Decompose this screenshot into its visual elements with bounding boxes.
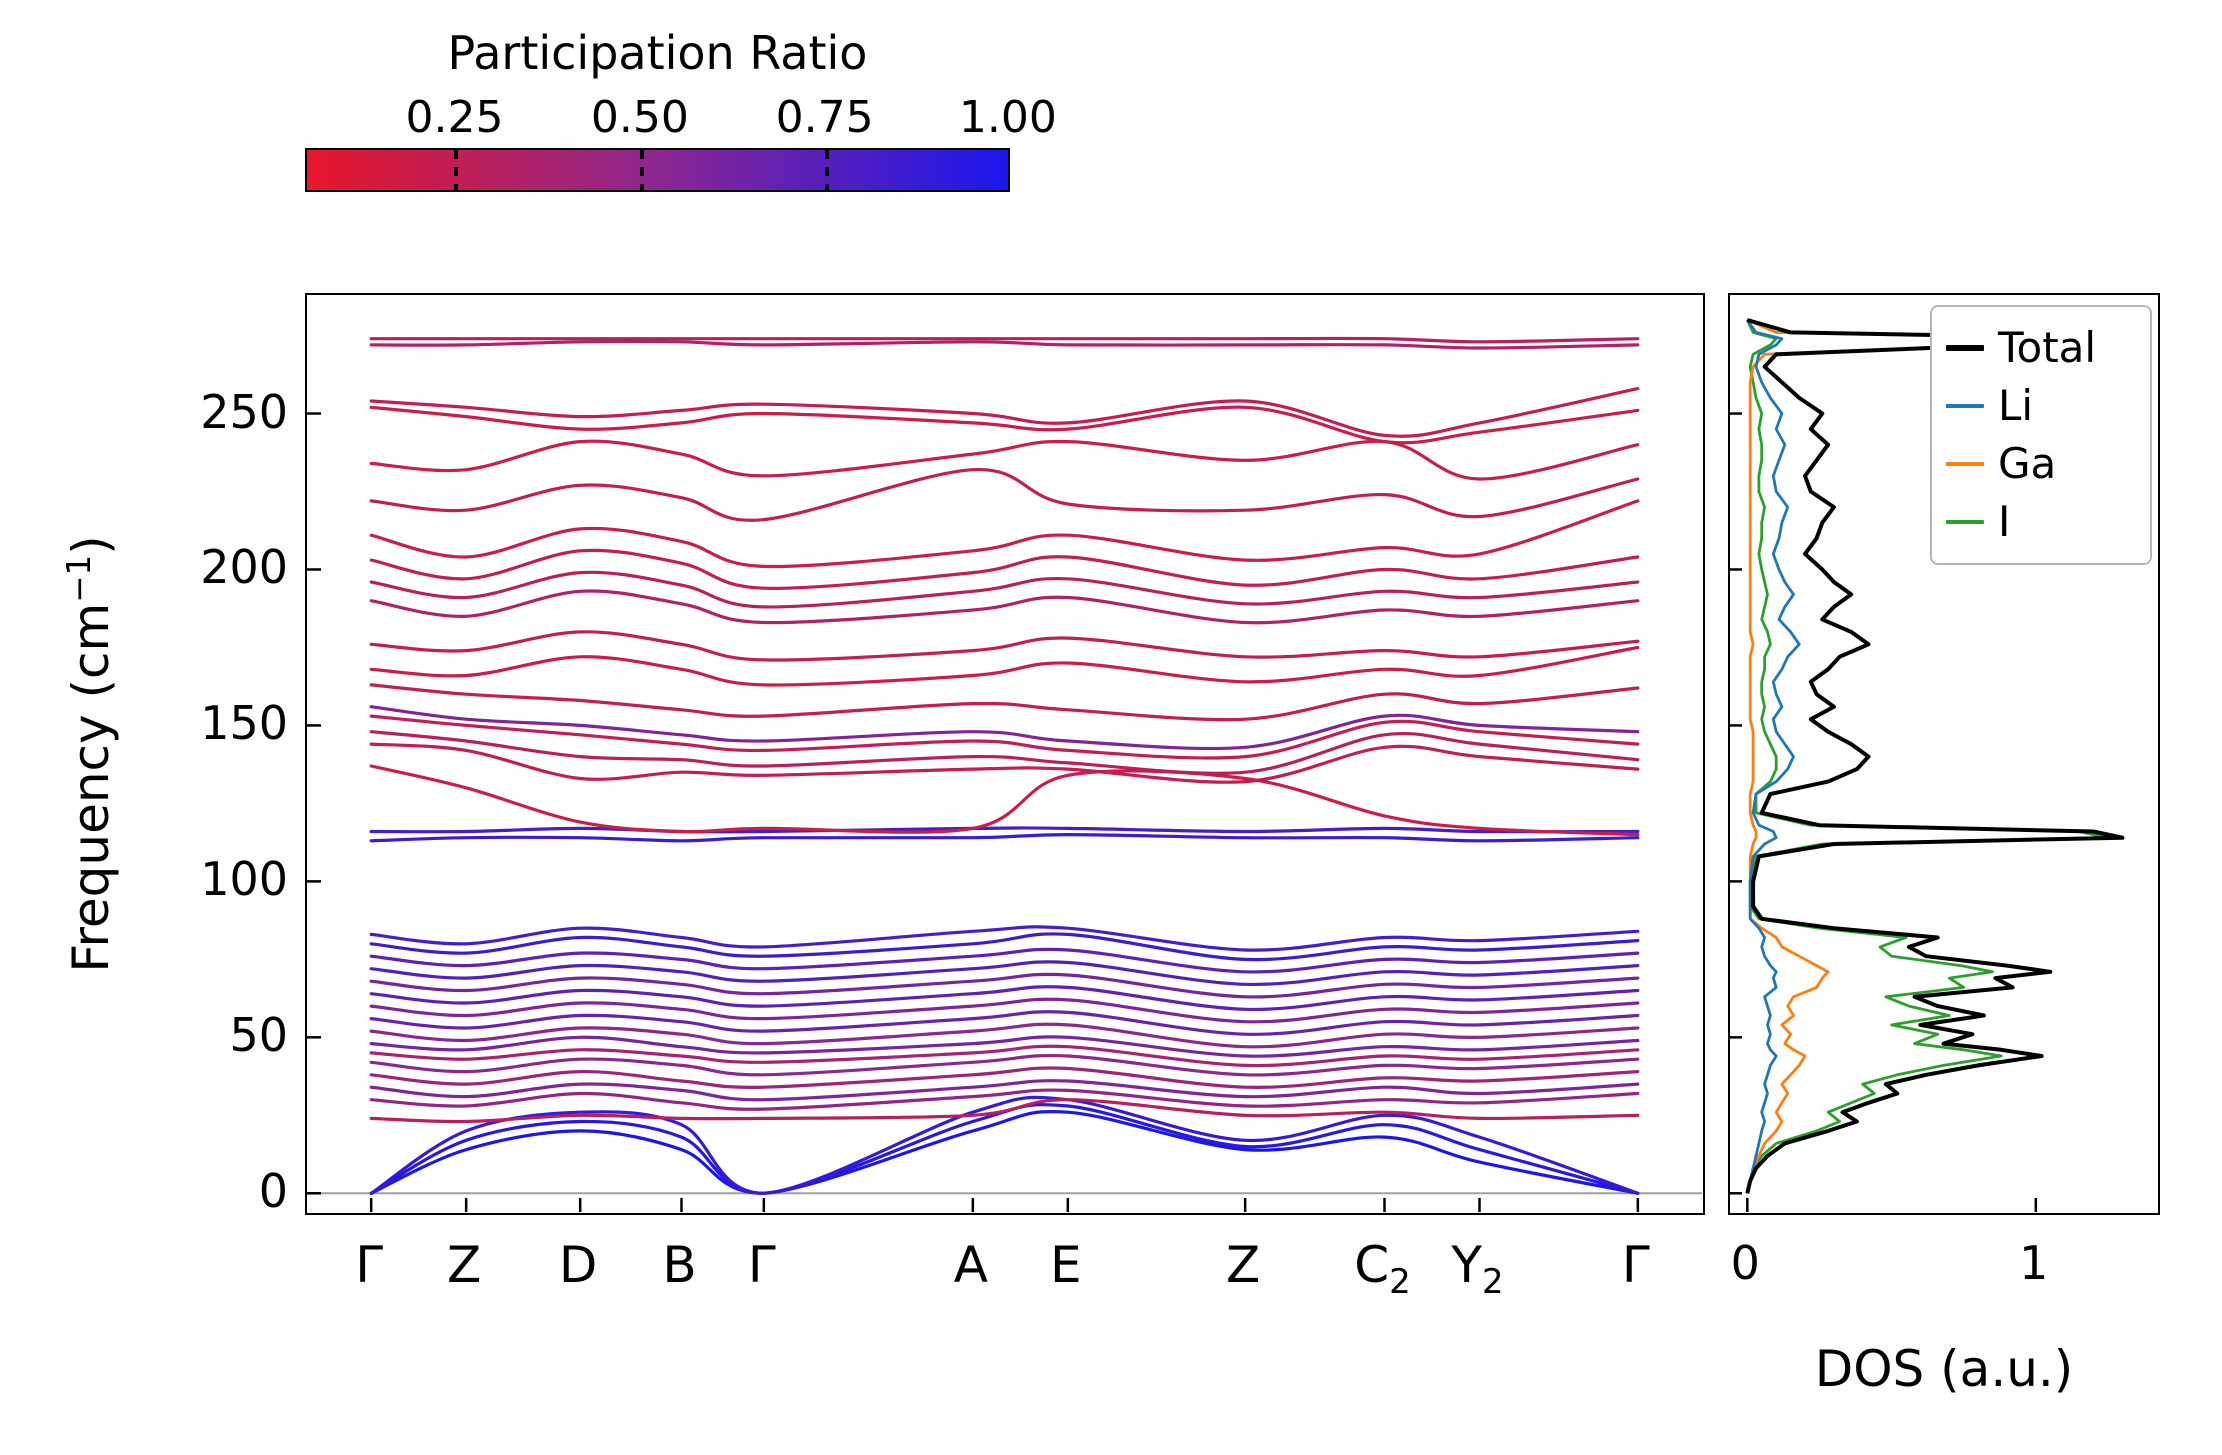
legend-sample-line: [1946, 345, 1984, 351]
dos-plot: [1730, 318, 2139, 1212]
legend-label: Ga: [1998, 439, 2057, 488]
kpoint-tick-label: Γ: [1621, 1236, 1650, 1294]
dos-x-tick-label: 1: [2019, 1236, 2049, 1290]
dos-curve-i: [1745, 319, 2110, 1194]
phonon-band: [369, 439, 1640, 481]
phonon-band: [369, 1110, 1640, 1195]
phonon-band: [369, 960, 1640, 987]
phonon-band: [369, 1066, 1640, 1089]
y-tick-label: 200: [200, 540, 288, 595]
phonon-band: [369, 336, 1640, 344]
phonon-band: [369, 387, 1640, 438]
legend-sample-line: [1946, 520, 1984, 524]
colorbar-tick-mark: [454, 150, 459, 190]
legend-entry-li: Li: [1946, 377, 2136, 435]
legend-entry-ga: Ga: [1946, 435, 2136, 493]
kpoint-tick-label: B: [662, 1236, 697, 1294]
kpoint-tick-label: Γ: [747, 1236, 776, 1294]
phonon-band: [369, 1098, 1640, 1124]
y-axis-label-sup: −1: [60, 554, 99, 603]
dos-curve-li: [1745, 319, 1801, 1194]
kpoint-tick-label: Γ: [355, 1236, 384, 1294]
phonon-band: [369, 705, 1640, 751]
phonon-band: [369, 972, 1640, 999]
dos-x-axis-label: DOS (a.u.): [1814, 1340, 2074, 1398]
phonon-band: [369, 947, 1640, 974]
dos-curve-ga: [1745, 318, 2124, 1194]
kpoint-tick-label: A: [953, 1236, 988, 1294]
kpoint-tick-label: C2: [1354, 1236, 1411, 1302]
kpoint-tick-label: D: [558, 1236, 598, 1294]
legend-entry-total: Total: [1946, 319, 2136, 377]
phonon-band: [369, 589, 1640, 625]
legend-label: Li: [1998, 381, 2034, 430]
colorbar-tick-mark: [639, 150, 644, 190]
phonon-band: [369, 683, 1640, 722]
phonon-band: [369, 826, 1640, 834]
phonon-band: [369, 405, 1640, 445]
phonon-band: [369, 932, 1640, 962]
colorbar-tick-label: 0.25: [405, 92, 504, 143]
phonon-band: [369, 925, 1640, 952]
legend-sample-line: [1946, 462, 1984, 466]
phonon-band: [369, 1053, 1640, 1077]
colorbar-tick-label: 1.00: [958, 92, 1057, 143]
phonon-band: [369, 499, 1640, 569]
legend-sample-line: [1946, 404, 1984, 408]
phonon-band: [369, 832, 1640, 843]
phonon-band: [369, 1022, 1640, 1049]
colorbar-gradient: [305, 148, 1010, 192]
kpoint-tick-label: E: [1050, 1236, 1082, 1294]
y-tick-label: 150: [200, 696, 288, 751]
phonon-band: [369, 1010, 1640, 1036]
y-axis-label-close: ): [61, 535, 120, 555]
phonon-band: [369, 714, 1640, 760]
legend-label: Total: [1998, 323, 2097, 372]
dos-x-tick-label: 0: [1730, 1236, 1760, 1290]
colorbar-tick-mark: [824, 150, 829, 190]
phonon-band: [369, 548, 1640, 590]
phonon-band: [369, 1044, 1640, 1068]
phonon-band: [369, 468, 1640, 522]
colorbar-title: Participation Ratio: [447, 26, 868, 80]
kpoint-tick-label: Z: [1226, 1236, 1261, 1294]
colorbar-tick-label: 0.50: [590, 92, 689, 143]
dos-curve-total: [1745, 318, 2139, 1194]
phonon-band: [369, 570, 1640, 609]
phonon-band: [369, 1103, 1640, 1195]
legend-label: I: [1998, 497, 2011, 546]
y-tick-label: 50: [229, 1008, 288, 1063]
legend-entry-i: I: [1946, 493, 2136, 551]
colorbar-tick-label: 0.75: [775, 92, 874, 143]
kpoint-tick-label: Z: [447, 1236, 482, 1294]
phonon-band: [369, 742, 1640, 784]
phonon-band: [369, 645, 1640, 687]
phonon-band: [369, 764, 1640, 837]
phonon-band: [369, 1095, 1640, 1195]
band-structure-plot: [307, 336, 1702, 1212]
phonon-band: [369, 1088, 1640, 1111]
y-tick-label: 100: [200, 852, 288, 907]
y-axis-label: Frequency (cm−1): [60, 535, 120, 972]
phonon-band: [369, 1035, 1640, 1058]
phonon-band: [369, 997, 1640, 1024]
phonon-band: [369, 630, 1640, 662]
band-structure-panel: [305, 293, 1705, 1215]
phonon-band: [369, 1079, 1640, 1102]
y-axis-label-text: Frequency (cm: [61, 602, 120, 973]
phonon-band: [369, 730, 1640, 775]
legend: Total Li Ga I: [1930, 305, 2152, 565]
y-tick-label: 0: [258, 1164, 288, 1219]
y-tick-label: 250: [200, 384, 288, 439]
phonon-band: [369, 985, 1640, 1011]
kpoint-tick-label: Y2: [1451, 1236, 1504, 1302]
phonon-band: [369, 339, 1640, 350]
